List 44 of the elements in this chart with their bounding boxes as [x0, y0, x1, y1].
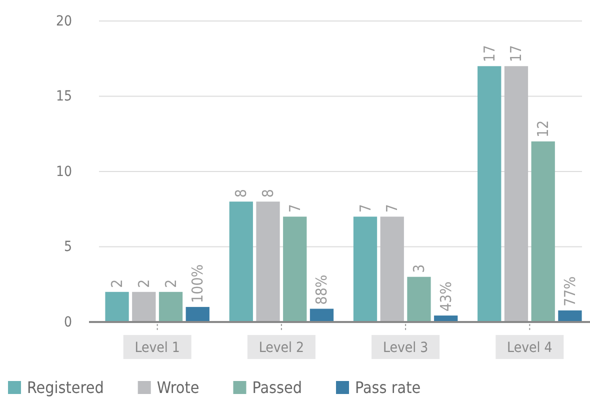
data-label: 8 — [232, 189, 250, 198]
data-label: 3 — [410, 264, 428, 273]
legend-label: Passed — [252, 378, 302, 397]
y-tick-label: 15 — [56, 88, 72, 105]
data-label: 8 — [259, 189, 278, 198]
bar — [478, 66, 502, 322]
data-label: 100% — [188, 264, 207, 303]
data-label: 43% — [436, 281, 455, 312]
bar — [256, 202, 280, 322]
data-label: 7 — [356, 204, 374, 213]
data-label: 88% — [312, 274, 331, 305]
x-tick-label: Level 1 — [134, 340, 180, 356]
bar — [132, 292, 156, 322]
x-tick-label: Level 3 — [382, 340, 428, 356]
bar — [380, 216, 404, 322]
x-tick-label: Level 2 — [258, 340, 304, 356]
data-label: 2 — [162, 279, 180, 288]
bar — [504, 66, 528, 322]
y-tick-label: 0 — [64, 314, 72, 330]
bar — [353, 216, 378, 322]
bar — [283, 216, 307, 322]
legend-label: Wrote — [156, 378, 200, 397]
data-label: 7 — [383, 204, 402, 213]
bar — [407, 276, 431, 322]
data-label: 17 — [507, 44, 526, 62]
data-label: 12 — [534, 120, 552, 138]
bar — [229, 202, 253, 322]
data-label: 77% — [560, 276, 579, 306]
legend-label: Registered — [27, 378, 104, 397]
y-tick-label: 5 — [64, 239, 72, 256]
bar — [158, 292, 183, 322]
bar — [558, 310, 582, 322]
data-label: 2 — [108, 279, 126, 288]
data-label: 7 — [286, 204, 304, 213]
y-tick-label: 20 — [56, 13, 72, 30]
bar — [531, 141, 555, 322]
y-tick-label: 10 — [56, 164, 72, 180]
bar — [186, 306, 210, 322]
data-label: 17 — [480, 44, 498, 62]
bar — [105, 292, 129, 322]
x-tick-label: Level 4 — [507, 340, 552, 356]
bar — [310, 308, 334, 322]
data-label: 2 — [134, 279, 153, 288]
legend-label: Pass rate — [355, 378, 421, 397]
